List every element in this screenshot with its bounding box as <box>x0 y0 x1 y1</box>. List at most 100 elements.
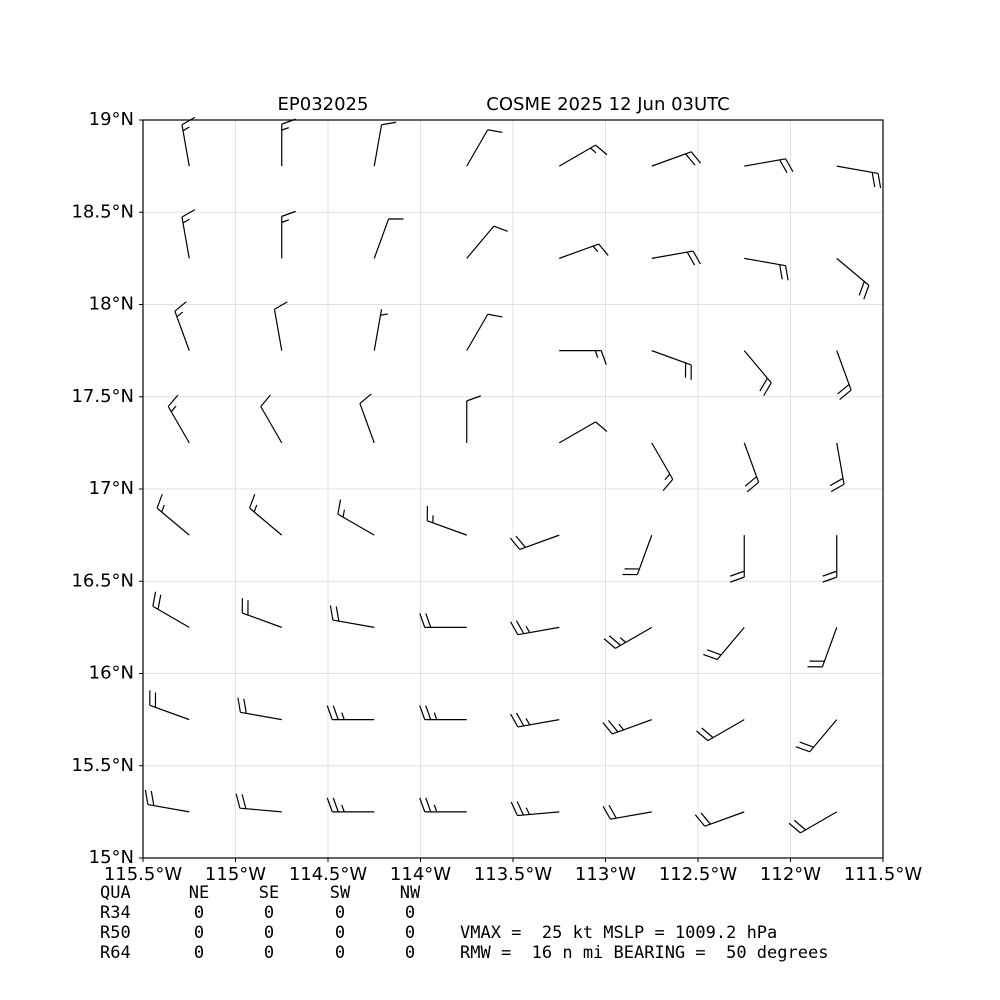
wind-barb <box>744 158 794 174</box>
wind-barb <box>466 129 503 167</box>
wind-barb <box>373 309 388 351</box>
wind-barb <box>152 591 190 628</box>
storm-info: VMAX = 25 kt MSLP = 1009.2 hPa <box>460 923 777 943</box>
wind-barb <box>836 257 870 300</box>
wind-barb <box>744 257 789 281</box>
wind-barb <box>373 121 397 167</box>
y-tick-label: 17°N <box>89 478 134 499</box>
table-header: NW <box>400 883 421 903</box>
x-tick-label: 114.5°W <box>289 864 368 885</box>
table-header: NE <box>189 883 209 903</box>
wind-barb <box>559 243 609 259</box>
wind-barb <box>743 442 760 493</box>
wind-barb <box>836 165 882 189</box>
wind-barb <box>558 421 608 444</box>
wind-barb <box>144 789 190 813</box>
wind-barb <box>603 626 653 649</box>
x-tick-label: 115.5°W <box>104 864 183 885</box>
table-cell: 0 <box>335 923 345 943</box>
wind-barb <box>651 442 674 491</box>
wind-barb <box>651 151 702 167</box>
storm-info: RMW = 16 n mi BEARING = 50 degrees <box>460 943 828 963</box>
wind-barb <box>651 350 692 380</box>
wind-barb <box>337 499 375 536</box>
wind-barb <box>788 811 838 834</box>
y-tick-label: 15.5°N <box>71 755 134 776</box>
wind-barb <box>241 598 282 628</box>
wind-barb <box>510 620 560 636</box>
x-tick-label: 115°W <box>205 864 266 885</box>
wind-barb <box>694 811 745 827</box>
table-cell: R50 <box>100 923 131 943</box>
wind-barb <box>743 350 772 396</box>
wind-barb <box>181 116 196 167</box>
wind-barb <box>326 705 375 721</box>
y-tick-label: 18°N <box>89 294 134 315</box>
table-cell: 0 <box>194 903 204 923</box>
wind-barb <box>235 793 282 813</box>
wind-barb <box>281 210 296 259</box>
wind-barb <box>807 627 838 668</box>
wind-barb <box>419 613 467 628</box>
wind-barb <box>622 534 653 576</box>
table-header: SW <box>330 883 351 903</box>
x-tick-label: 112.5°W <box>659 864 738 885</box>
wind-barb <box>466 225 508 259</box>
table-cell: 0 <box>335 943 345 963</box>
wind-barb <box>249 493 283 536</box>
table-cell: 0 <box>194 943 204 963</box>
wind-barb <box>829 442 845 493</box>
wind-barb <box>510 801 560 817</box>
wind-barb <box>602 804 652 820</box>
wind-barb <box>237 697 282 721</box>
y-tick-label: 16°N <box>89 663 134 684</box>
table-cell: R64 <box>100 943 131 963</box>
table-cell: 0 <box>264 943 274 963</box>
wind-barb <box>822 535 838 583</box>
wind-barb <box>696 719 745 742</box>
table-cell: R34 <box>100 903 131 923</box>
plot-frame <box>142 119 884 859</box>
wind-barb <box>466 313 503 351</box>
wind-barb <box>181 209 196 259</box>
y-tick-label: 15°N <box>89 847 134 868</box>
wind-barb <box>836 350 852 401</box>
wind-barb <box>419 797 467 813</box>
wind-barb <box>174 301 190 351</box>
x-tick-label: 111.5°W <box>844 864 923 885</box>
table-header: QUA <box>100 883 131 903</box>
y-tick-label: 17.5°N <box>71 386 134 407</box>
wind-barb <box>426 505 467 536</box>
wind-barb <box>730 535 745 583</box>
wind-barb <box>326 797 375 813</box>
wind-barb <box>559 350 607 365</box>
storm-id: EP032025 <box>278 94 369 115</box>
wind-barb <box>260 394 283 444</box>
y-tick-label: 16.5°N <box>71 570 134 591</box>
wind-barb <box>703 626 745 661</box>
wind-barb <box>359 393 375 444</box>
x-tick-label: 112°W <box>760 864 821 885</box>
table-cell: 0 <box>194 923 204 943</box>
table-cell: 0 <box>335 903 345 923</box>
wind-barb <box>466 395 481 443</box>
table-cell: 0 <box>405 923 415 943</box>
x-tick-label: 114°W <box>390 864 451 885</box>
x-tick-label: 113.5°W <box>474 864 553 885</box>
wind-barb <box>795 719 838 753</box>
x-tick-label: 113°W <box>575 864 636 885</box>
table-cell: 0 <box>264 923 274 943</box>
wind-barb <box>510 712 560 728</box>
wind-barb <box>558 144 608 167</box>
wind-barb <box>149 690 190 721</box>
wind-barb <box>156 493 190 536</box>
wind-barb <box>167 394 190 444</box>
y-tick-label: 19°N <box>89 109 134 130</box>
wind-barb <box>509 534 560 551</box>
wind-barb <box>329 605 375 628</box>
chart-title: COSME 2025 12 Jun 03UTC <box>486 94 729 115</box>
y-tick-label: 18.5°N <box>71 201 134 222</box>
wind-barb <box>602 719 652 735</box>
